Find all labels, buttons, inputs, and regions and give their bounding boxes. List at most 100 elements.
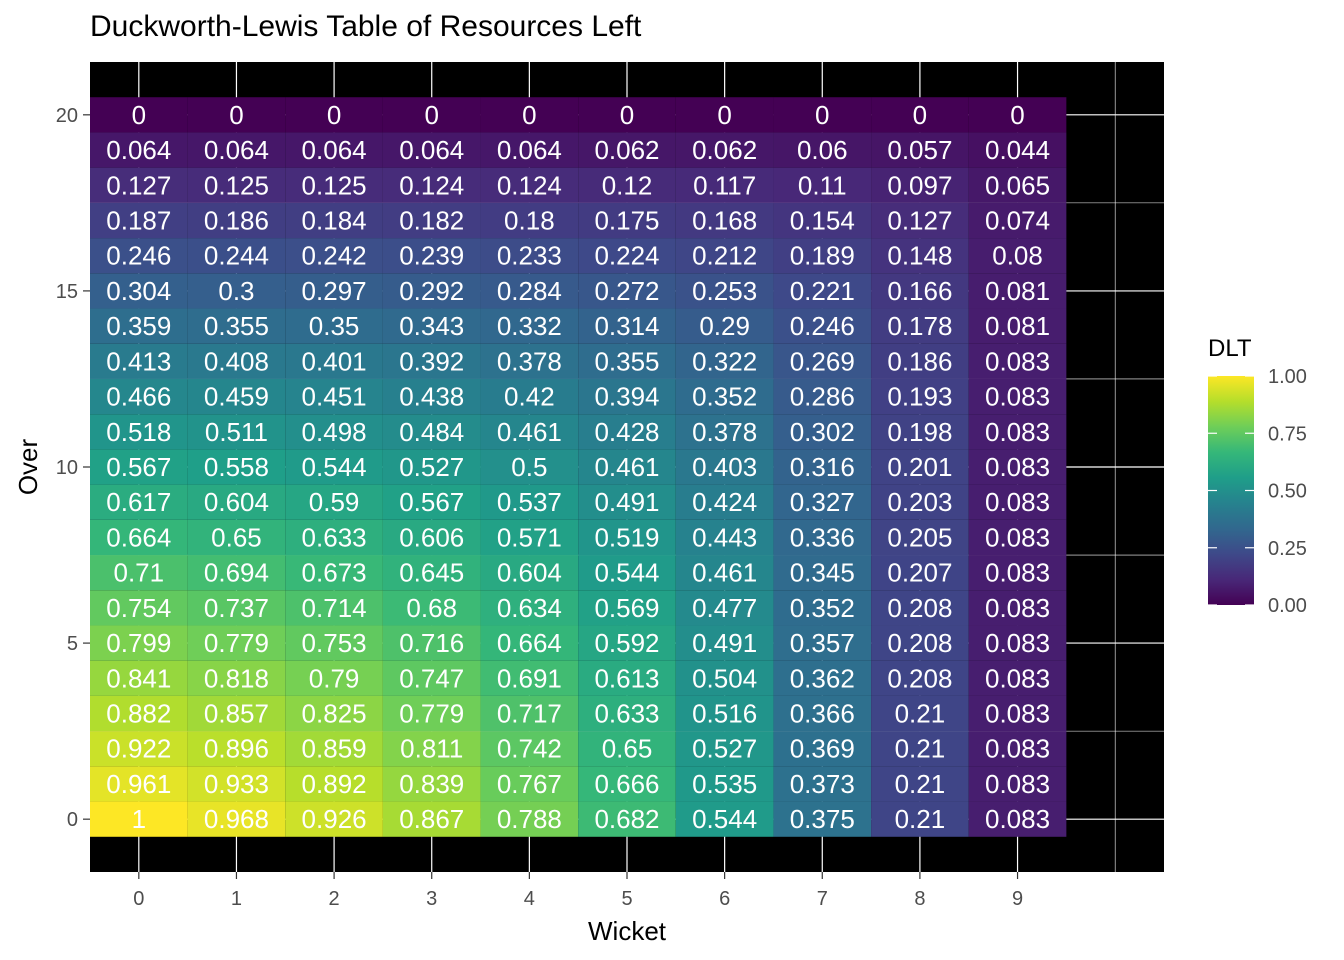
cell-value-label: 0.604 — [497, 558, 562, 588]
heatmap-cell — [773, 414, 872, 450]
heatmap-cell — [90, 484, 188, 520]
cell-value-label: 0.825 — [302, 699, 367, 729]
cell-value-label: 0.604 — [204, 487, 269, 517]
cell-value-label: 0.926 — [302, 804, 367, 834]
cell-value-label: 1 — [132, 804, 146, 834]
cell-value-label: 0.922 — [106, 734, 171, 764]
heatmap-cell — [968, 343, 1067, 379]
cell-value-label: 0.466 — [106, 382, 171, 412]
heatmap-cell — [90, 97, 188, 133]
cell-value-label: 0.182 — [399, 205, 464, 235]
legend-tick-label: 0.25 — [1268, 538, 1307, 560]
heatmap-cell — [90, 414, 188, 450]
cell-value-label: 0.567 — [106, 452, 171, 482]
heatmap-cell — [382, 308, 481, 344]
heatmap-cell — [90, 625, 188, 661]
cell-value-label: 0 — [327, 100, 341, 130]
cell-value-label: 0.332 — [497, 311, 562, 341]
heatmap-cell — [675, 590, 774, 626]
heatmap-cell — [90, 519, 188, 556]
y-tick-label: 10 — [56, 457, 78, 479]
heatmap-cell — [773, 590, 872, 626]
heatmap-cell — [871, 590, 969, 626]
cell-value-label: 0.373 — [790, 769, 855, 799]
heatmap-cell — [773, 519, 872, 556]
heatmap-cell — [675, 449, 774, 485]
heatmap-cell — [285, 766, 383, 802]
cell-value-label: 0.859 — [302, 734, 367, 764]
heatmap-cell — [187, 484, 286, 520]
cell-value-label: 0.178 — [887, 311, 952, 341]
heatmap-cell — [187, 167, 286, 203]
heatmap-cell — [187, 273, 286, 309]
heatmap-cell — [187, 414, 286, 450]
cell-value-label: 0.841 — [106, 663, 171, 693]
cell-value-label: 0.064 — [399, 135, 464, 165]
heatmap-cell — [285, 167, 383, 203]
cell-value-label: 0.125 — [302, 170, 367, 200]
heatmap-cell — [773, 555, 872, 591]
cell-value-label: 0.857 — [204, 699, 269, 729]
heatmap-cell — [968, 731, 1067, 767]
heatmap-cell — [675, 97, 774, 133]
cell-value-label: 0.064 — [204, 135, 269, 165]
heatmap-cell — [578, 660, 676, 696]
cell-value-label: 0.064 — [497, 135, 562, 165]
heatmap-cell — [968, 801, 1067, 837]
cell-value-label: 0.244 — [204, 241, 269, 271]
cell-value-label: 0.3 — [218, 276, 254, 306]
cell-value-label: 0.352 — [790, 593, 855, 623]
legend-tick-label: 0.00 — [1268, 595, 1307, 617]
cell-value-label: 0.742 — [497, 734, 562, 764]
heatmap-cell — [187, 555, 286, 591]
heatmap-cell — [773, 167, 872, 203]
heatmap-cell — [285, 484, 383, 520]
cell-value-label: 0 — [913, 100, 927, 130]
heatmap-cell — [90, 590, 188, 626]
heatmap-cell — [480, 801, 579, 837]
heatmap-cell — [187, 801, 286, 837]
cell-value-label: 0.355 — [204, 311, 269, 341]
heatmap-cell — [675, 273, 774, 309]
heatmap-cell — [382, 378, 481, 415]
cell-value-label: 0.097 — [887, 170, 952, 200]
heatmap-cell — [187, 97, 286, 133]
cell-value-label: 0.461 — [594, 452, 659, 482]
cell-value-label: 0.343 — [399, 311, 464, 341]
cell-value-label: 0.208 — [887, 628, 952, 658]
heatmap-cell — [773, 625, 872, 661]
heatmap-cell — [382, 202, 481, 239]
cell-value-label: 0.253 — [692, 276, 757, 306]
heatmap-cell — [773, 731, 872, 767]
cell-value-label: 0.148 — [887, 241, 952, 271]
cell-value-label: 0.79 — [309, 663, 360, 693]
cell-value-label: 0 — [1010, 100, 1024, 130]
heatmap-cell — [90, 449, 188, 485]
cell-value-label: 0.451 — [302, 382, 367, 412]
heatmap-cell — [675, 238, 774, 274]
heatmap-cell — [871, 625, 969, 661]
legend-title: DLT — [1208, 335, 1252, 362]
heatmap-cell — [871, 660, 969, 696]
heatmap-cell — [187, 519, 286, 556]
heatmap-cell — [675, 519, 774, 556]
x-tick-label: 9 — [1012, 888, 1023, 910]
heatmap-cell — [187, 449, 286, 485]
heatmap-cell — [285, 449, 383, 485]
cell-value-label: 0.544 — [692, 804, 757, 834]
heatmap-cell — [968, 308, 1067, 344]
cell-value-label: 0.484 — [399, 417, 464, 447]
cell-value-label: 0.083 — [985, 417, 1050, 447]
cell-value-label: 0.714 — [302, 593, 367, 623]
heatmap-cell — [480, 308, 579, 344]
cell-value-label: 0.302 — [790, 417, 855, 447]
heatmap-cell — [285, 555, 383, 591]
heatmap-cell — [90, 695, 188, 732]
cell-value-label: 0.691 — [497, 663, 562, 693]
heatmap-cell — [675, 766, 774, 802]
heatmap-cell — [187, 731, 286, 767]
cell-value-label: 0.081 — [985, 311, 1050, 341]
heatmap-cell — [285, 343, 383, 379]
cell-value-label: 0.511 — [205, 417, 268, 447]
heatmap-cell — [480, 132, 579, 168]
